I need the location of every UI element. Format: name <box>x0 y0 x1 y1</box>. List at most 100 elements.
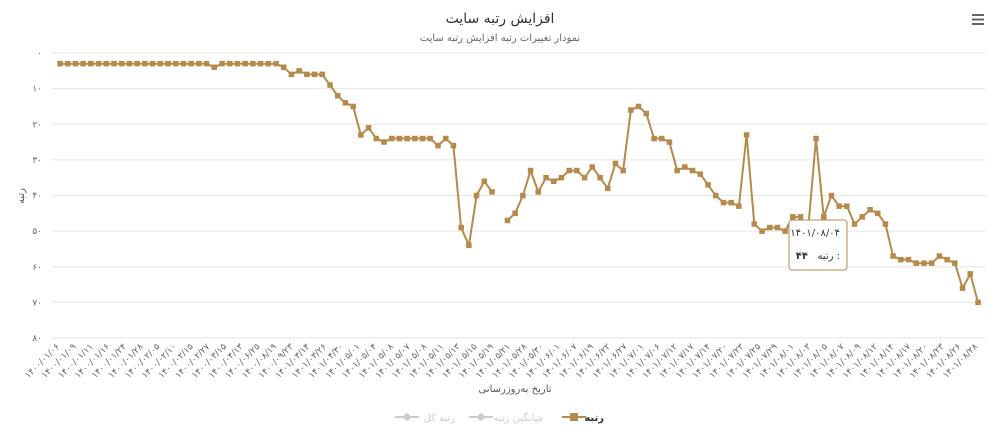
data-point[interactable] <box>65 60 71 67</box>
data-point[interactable] <box>466 242 472 249</box>
data-point[interactable] <box>157 60 164 67</box>
data-point[interactable] <box>335 93 341 99</box>
legend-item-rank[interactable]: رتبه <box>562 413 604 424</box>
data-point[interactable] <box>165 60 171 67</box>
data-point[interactable] <box>859 214 866 220</box>
data-point[interactable] <box>173 60 179 67</box>
data-point[interactable] <box>813 135 819 142</box>
data-point[interactable] <box>427 135 434 142</box>
data-point[interactable] <box>134 60 140 67</box>
data-point[interactable] <box>705 182 711 188</box>
data-point[interactable] <box>851 221 858 227</box>
data-point[interactable] <box>458 224 464 231</box>
data-point[interactable] <box>643 110 650 117</box>
data-point[interactable] <box>142 60 148 67</box>
data-point[interactable] <box>666 139 673 145</box>
data-point[interactable] <box>126 60 133 67</box>
data-point[interactable] <box>720 199 727 206</box>
data-point[interactable] <box>589 164 596 170</box>
data-point[interactable] <box>767 224 773 231</box>
data-point[interactable] <box>936 253 943 259</box>
data-point[interactable] <box>296 68 302 74</box>
data-point[interactable] <box>504 217 511 224</box>
data-point[interactable] <box>72 60 79 67</box>
data-point[interactable] <box>281 64 287 71</box>
data-point[interactable] <box>119 60 125 67</box>
data-point[interactable] <box>682 164 688 170</box>
data-point[interactable] <box>311 71 318 78</box>
data-point[interactable] <box>736 203 742 209</box>
data-point[interactable] <box>929 260 935 266</box>
data-point[interactable] <box>574 167 580 174</box>
data-point[interactable] <box>273 60 279 67</box>
data-point[interactable] <box>967 271 974 277</box>
data-point[interactable] <box>743 132 750 138</box>
data-point[interactable] <box>481 178 488 185</box>
data-point[interactable] <box>558 174 565 181</box>
data-point[interactable] <box>57 60 63 67</box>
legend-item-total-rank[interactable]: رتبه کل <box>395 413 455 424</box>
data-point[interactable] <box>257 60 264 67</box>
data-point[interactable] <box>836 203 842 209</box>
data-point[interactable] <box>473 192 480 199</box>
data-point[interactable] <box>250 60 256 67</box>
data-point[interactable] <box>443 135 449 142</box>
data-point[interactable] <box>489 189 495 195</box>
data-point[interactable] <box>520 192 526 199</box>
data-point[interactable] <box>782 228 788 234</box>
data-point[interactable] <box>921 260 927 266</box>
data-point[interactable] <box>111 60 117 67</box>
data-point[interactable] <box>898 256 904 263</box>
data-point[interactable] <box>689 167 696 174</box>
data-point[interactable] <box>620 167 626 174</box>
data-point[interactable] <box>149 60 156 67</box>
data-point[interactable] <box>659 135 665 142</box>
data-point[interactable] <box>342 100 349 106</box>
data-point[interactable] <box>389 135 395 142</box>
data-point[interactable] <box>551 178 557 185</box>
data-point[interactable] <box>605 185 611 192</box>
data-point[interactable] <box>95 60 102 67</box>
data-point[interactable] <box>844 203 850 209</box>
data-point[interactable] <box>952 260 958 266</box>
data-point[interactable] <box>651 135 657 142</box>
data-point[interactable] <box>88 60 94 67</box>
data-point[interactable] <box>959 285 966 291</box>
data-point[interactable] <box>227 60 233 67</box>
data-point[interactable] <box>905 256 912 263</box>
data-point[interactable] <box>674 167 680 174</box>
data-point[interactable] <box>319 71 326 78</box>
data-point[interactable] <box>713 192 719 199</box>
data-point[interactable] <box>412 135 418 142</box>
data-point[interactable] <box>327 82 333 88</box>
data-point[interactable] <box>103 60 110 67</box>
data-point[interactable] <box>242 60 248 67</box>
data-point[interactable] <box>80 60 86 67</box>
data-point[interactable] <box>697 171 704 177</box>
legend-item-average-rank[interactable]: میانگین رتبه <box>469 412 543 424</box>
data-point[interactable] <box>759 228 765 234</box>
data-point[interactable] <box>203 60 210 67</box>
data-point[interactable] <box>882 221 889 227</box>
data-point[interactable] <box>635 103 642 110</box>
data-point[interactable] <box>566 167 572 174</box>
data-point[interactable] <box>234 60 241 67</box>
data-point[interactable] <box>875 210 881 217</box>
data-point[interactable] <box>797 214 804 220</box>
data-point[interactable] <box>527 167 534 174</box>
data-point[interactable] <box>350 103 356 110</box>
data-point[interactable] <box>450 142 457 149</box>
data-point[interactable] <box>381 139 387 145</box>
data-point[interactable] <box>890 253 896 259</box>
data-point[interactable] <box>867 207 873 213</box>
data-point[interactable] <box>373 135 380 142</box>
data-point[interactable] <box>774 224 781 231</box>
data-point[interactable] <box>828 192 835 199</box>
data-point[interactable] <box>188 60 194 67</box>
data-point[interactable] <box>265 60 272 67</box>
data-point[interactable] <box>944 256 950 263</box>
hamburger-menu-icon[interactable] <box>968 12 988 28</box>
data-point[interactable] <box>211 64 218 71</box>
data-point[interactable] <box>358 132 364 138</box>
data-point[interactable] <box>180 60 187 67</box>
